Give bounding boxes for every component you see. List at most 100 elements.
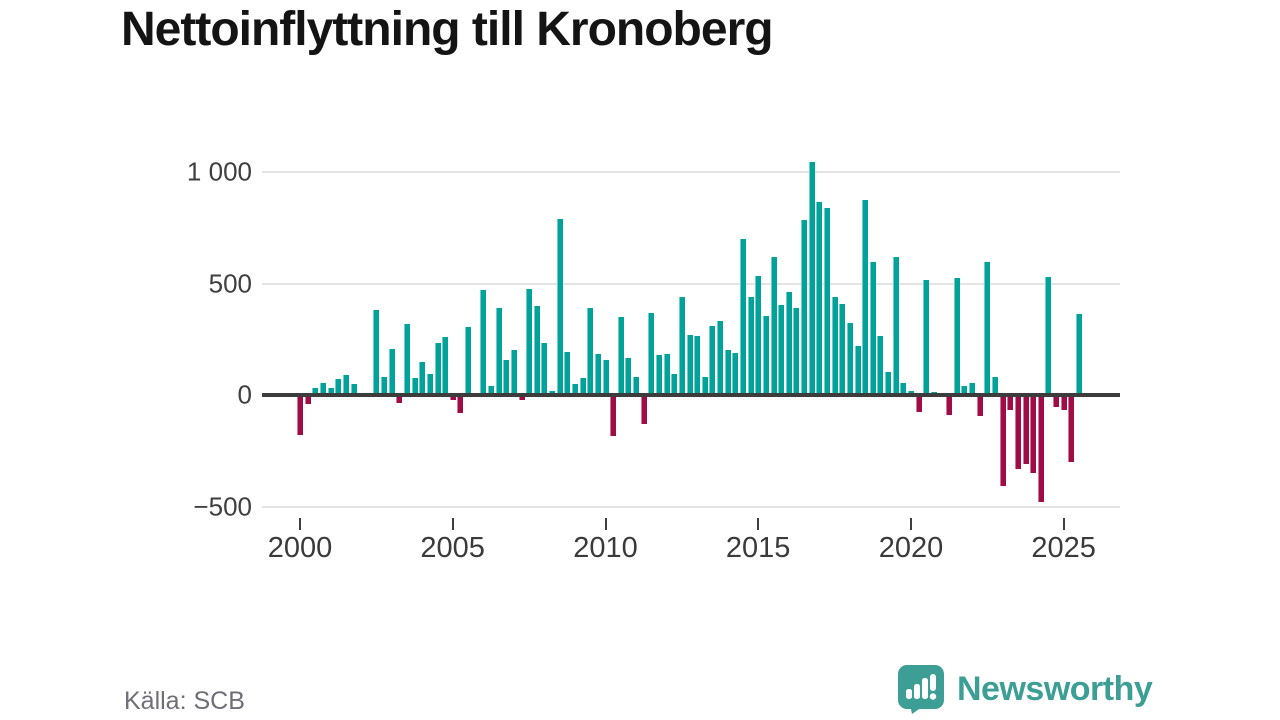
bar-2012-Q4 [686,334,693,395]
bar-2014-Q3 [739,238,746,395]
bar-2020-Q1 [908,390,914,395]
bar-2010-Q2 [610,395,617,437]
bar-2000-Q4 [319,382,326,395]
bar-2013-Q3 [709,325,716,395]
bar-2009-Q1 [571,383,578,396]
bar-2016-Q1 [785,292,792,395]
bar-2016-Q2 [793,308,800,395]
y-axis-label--500: −500 [193,491,252,521]
bar-2010-Q1 [602,360,609,395]
bar-2007-Q3 [526,289,533,395]
bar-2003-Q3 [403,323,410,395]
bar-2008-Q4 [564,351,571,395]
bar-2009-Q2 [579,378,586,395]
bar-2004-Q2 [426,373,433,395]
x-tick-2025 [1062,518,1065,530]
bar-2019-Q2 [885,371,891,395]
y-axis-label-500: 500 [208,268,252,298]
bar-2025-Q2 [1068,395,1075,462]
bar-2020-Q2 [915,395,922,412]
bar-2023-Q1 [999,395,1006,487]
x-tick-2005 [451,518,454,530]
bar-2016-Q4 [808,162,815,395]
bar-2011-Q2 [640,395,647,424]
bar-2023-Q3 [1014,395,1021,469]
bar-2008-Q2 [549,390,555,395]
bar-2000-Q2 [304,395,311,404]
bar-2019-Q3 [892,256,899,395]
bar-2018-Q3 [862,199,869,395]
bar-2023-Q4 [1022,395,1029,465]
bar-2024-Q1 [1030,395,1037,473]
bar-2012-Q2 [671,373,678,395]
bar-2006-Q1 [480,290,487,395]
bar-2015-Q2 [762,315,769,395]
bar-2013-Q4 [717,321,723,395]
bar-2015-Q3 [770,256,777,395]
bar-2025-Q3 [1076,313,1082,395]
bar-2024-Q4 [1053,395,1060,408]
bar-2019-Q1 [877,335,884,395]
bar-2023-Q2 [1007,395,1014,410]
bar-2005-Q3 [465,327,471,395]
newsworthy-branding: Newsworthy [897,664,1153,714]
bar-2010-Q4 [625,358,632,395]
bar-2002-Q4 [381,377,387,395]
bar-2018-Q1 [846,322,853,395]
bar-2014-Q1 [724,350,731,395]
x-tick-2010 [604,518,607,530]
bar-2002-Q3 [373,310,380,395]
gridline-500 [262,282,1120,285]
gridline-1000 [262,171,1120,173]
x-tick-2000 [299,518,301,530]
bar-2013-Q2 [701,377,708,395]
bar-2011-Q3 [648,312,655,395]
bar-2006-Q2 [487,386,494,395]
bar-2012-Q3 [678,296,685,395]
zero-axis-line [262,393,1120,397]
bar-2001-Q1 [327,388,334,395]
bar-2022-Q4 [992,377,998,395]
bar-2021-Q3 [953,277,960,395]
x-axis-label-2000: 2000 [267,532,333,564]
bar-2007-Q4 [533,305,540,395]
bar-2025-Q1 [1060,395,1067,410]
bar-2022-Q1 [969,382,976,395]
bar-2021-Q4 [961,386,968,395]
bar-2009-Q4 [594,353,601,395]
bar-2012-Q1 [663,353,670,395]
bar-2001-Q3 [342,374,349,395]
bar-2007-Q2 [518,395,525,400]
x-axis-label-2025: 2025 [1031,532,1096,564]
bar-2011-Q4 [655,354,662,395]
x-tick-2020 [910,518,912,530]
bar-2008-Q3 [556,218,563,395]
bar-2020-Q3 [923,280,930,395]
bar-2017-Q1 [816,202,823,395]
bar-2017-Q2 [824,207,830,395]
bar-2003-Q4 [411,378,418,395]
bar-2017-Q4 [839,303,846,395]
bar-2000-Q3 [312,388,319,395]
bar-2004-Q3 [434,342,441,395]
bar-2013-Q1 [694,335,701,395]
bar-2005-Q2 [457,395,464,413]
bar-2004-Q4 [442,337,449,395]
x-axis-label-2015: 2015 [725,532,791,564]
bar-2004-Q1 [419,361,426,396]
bar-2009-Q3 [587,308,594,395]
bar-2014-Q4 [747,296,754,395]
bar-2019-Q4 [900,382,907,395]
x-axis-label-2020: 2020 [878,532,944,564]
bar-2007-Q1 [510,350,517,395]
bar-2018-Q2 [854,345,861,395]
y-axis-label-1000: 1 000 [186,156,252,187]
bar-2008-Q1 [541,342,548,395]
bar-2015-Q4 [778,304,785,395]
bar-2010-Q3 [617,316,624,395]
bar-2003-Q2 [396,395,403,403]
bar-2018-Q4 [869,262,876,395]
bar-2024-Q3 [1045,276,1052,395]
bar-2003-Q1 [388,349,395,395]
